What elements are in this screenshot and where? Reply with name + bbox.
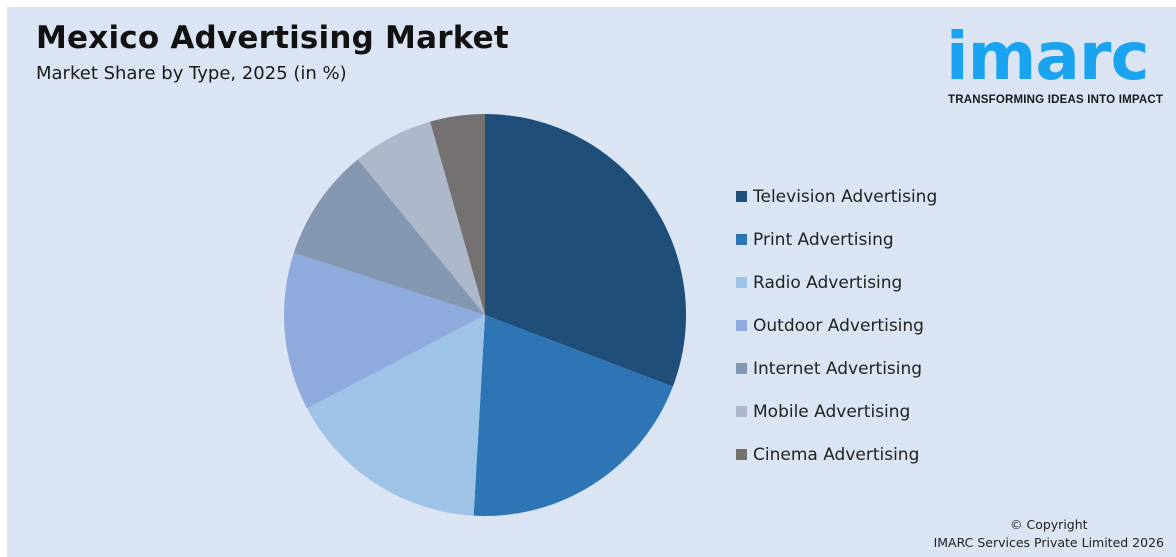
pie-slice-television-advertising xyxy=(485,114,686,387)
legend-swatch-icon xyxy=(736,234,747,245)
pie-slice-mobile-advertising xyxy=(357,121,485,315)
imarc-logo: imarc TRANSFORMING IDEAS INTO IMPACT xyxy=(946,12,1170,112)
legend-swatch-icon xyxy=(736,406,747,417)
legend-swatch-icon xyxy=(736,320,747,331)
legend-label: Outdoor Advertising xyxy=(753,315,924,336)
pie-slice-outdoor-advertising xyxy=(284,252,485,409)
legend-item: Cinema Advertising xyxy=(736,433,937,476)
pie-slice-cinema-advertising xyxy=(430,114,485,315)
legend-swatch-icon xyxy=(736,191,747,202)
pie-slice-radio-advertising xyxy=(307,315,485,516)
legend-swatch-icon xyxy=(736,277,747,288)
pie-slice-print-advertising xyxy=(473,315,673,516)
chart-title: Mexico Advertising Market xyxy=(36,20,509,56)
chart-subtitle: Market Share by Type, 2025 (in %) xyxy=(36,63,347,84)
legend-label: Print Advertising xyxy=(753,229,894,250)
legend-item: Television Advertising xyxy=(736,175,937,218)
copyright-line-1: © Copyright xyxy=(1010,517,1088,532)
legend-label: Mobile Advertising xyxy=(753,401,911,422)
legend-swatch-icon xyxy=(736,449,747,460)
legend-item: Radio Advertising xyxy=(736,261,937,304)
legend-item: Internet Advertising xyxy=(736,347,937,390)
chart-legend: Television Advertising Print Advertising R… xyxy=(736,175,937,476)
legend-item: Print Advertising xyxy=(736,218,937,261)
copyright: © Copyright IMARC Services Private Limit… xyxy=(934,516,1164,552)
legend-label: Television Advertising xyxy=(753,186,938,207)
legend-swatch-icon xyxy=(736,363,747,374)
legend-label: Cinema Advertising xyxy=(753,444,920,465)
legend-label: Radio Advertising xyxy=(753,272,903,293)
copyright-line-2: IMARC Services Private Limited 2026 xyxy=(933,535,1164,550)
legend-label: Internet Advertising xyxy=(753,358,923,379)
legend-item: Outdoor Advertising xyxy=(736,304,937,347)
pie-slice-internet-advertising xyxy=(293,159,485,315)
logo-tagline: TRANSFORMING IDEAS INTO IMPACT xyxy=(948,94,1164,106)
logo-wordmark: imarc xyxy=(946,18,1150,95)
legend-item: Mobile Advertising xyxy=(736,390,937,433)
